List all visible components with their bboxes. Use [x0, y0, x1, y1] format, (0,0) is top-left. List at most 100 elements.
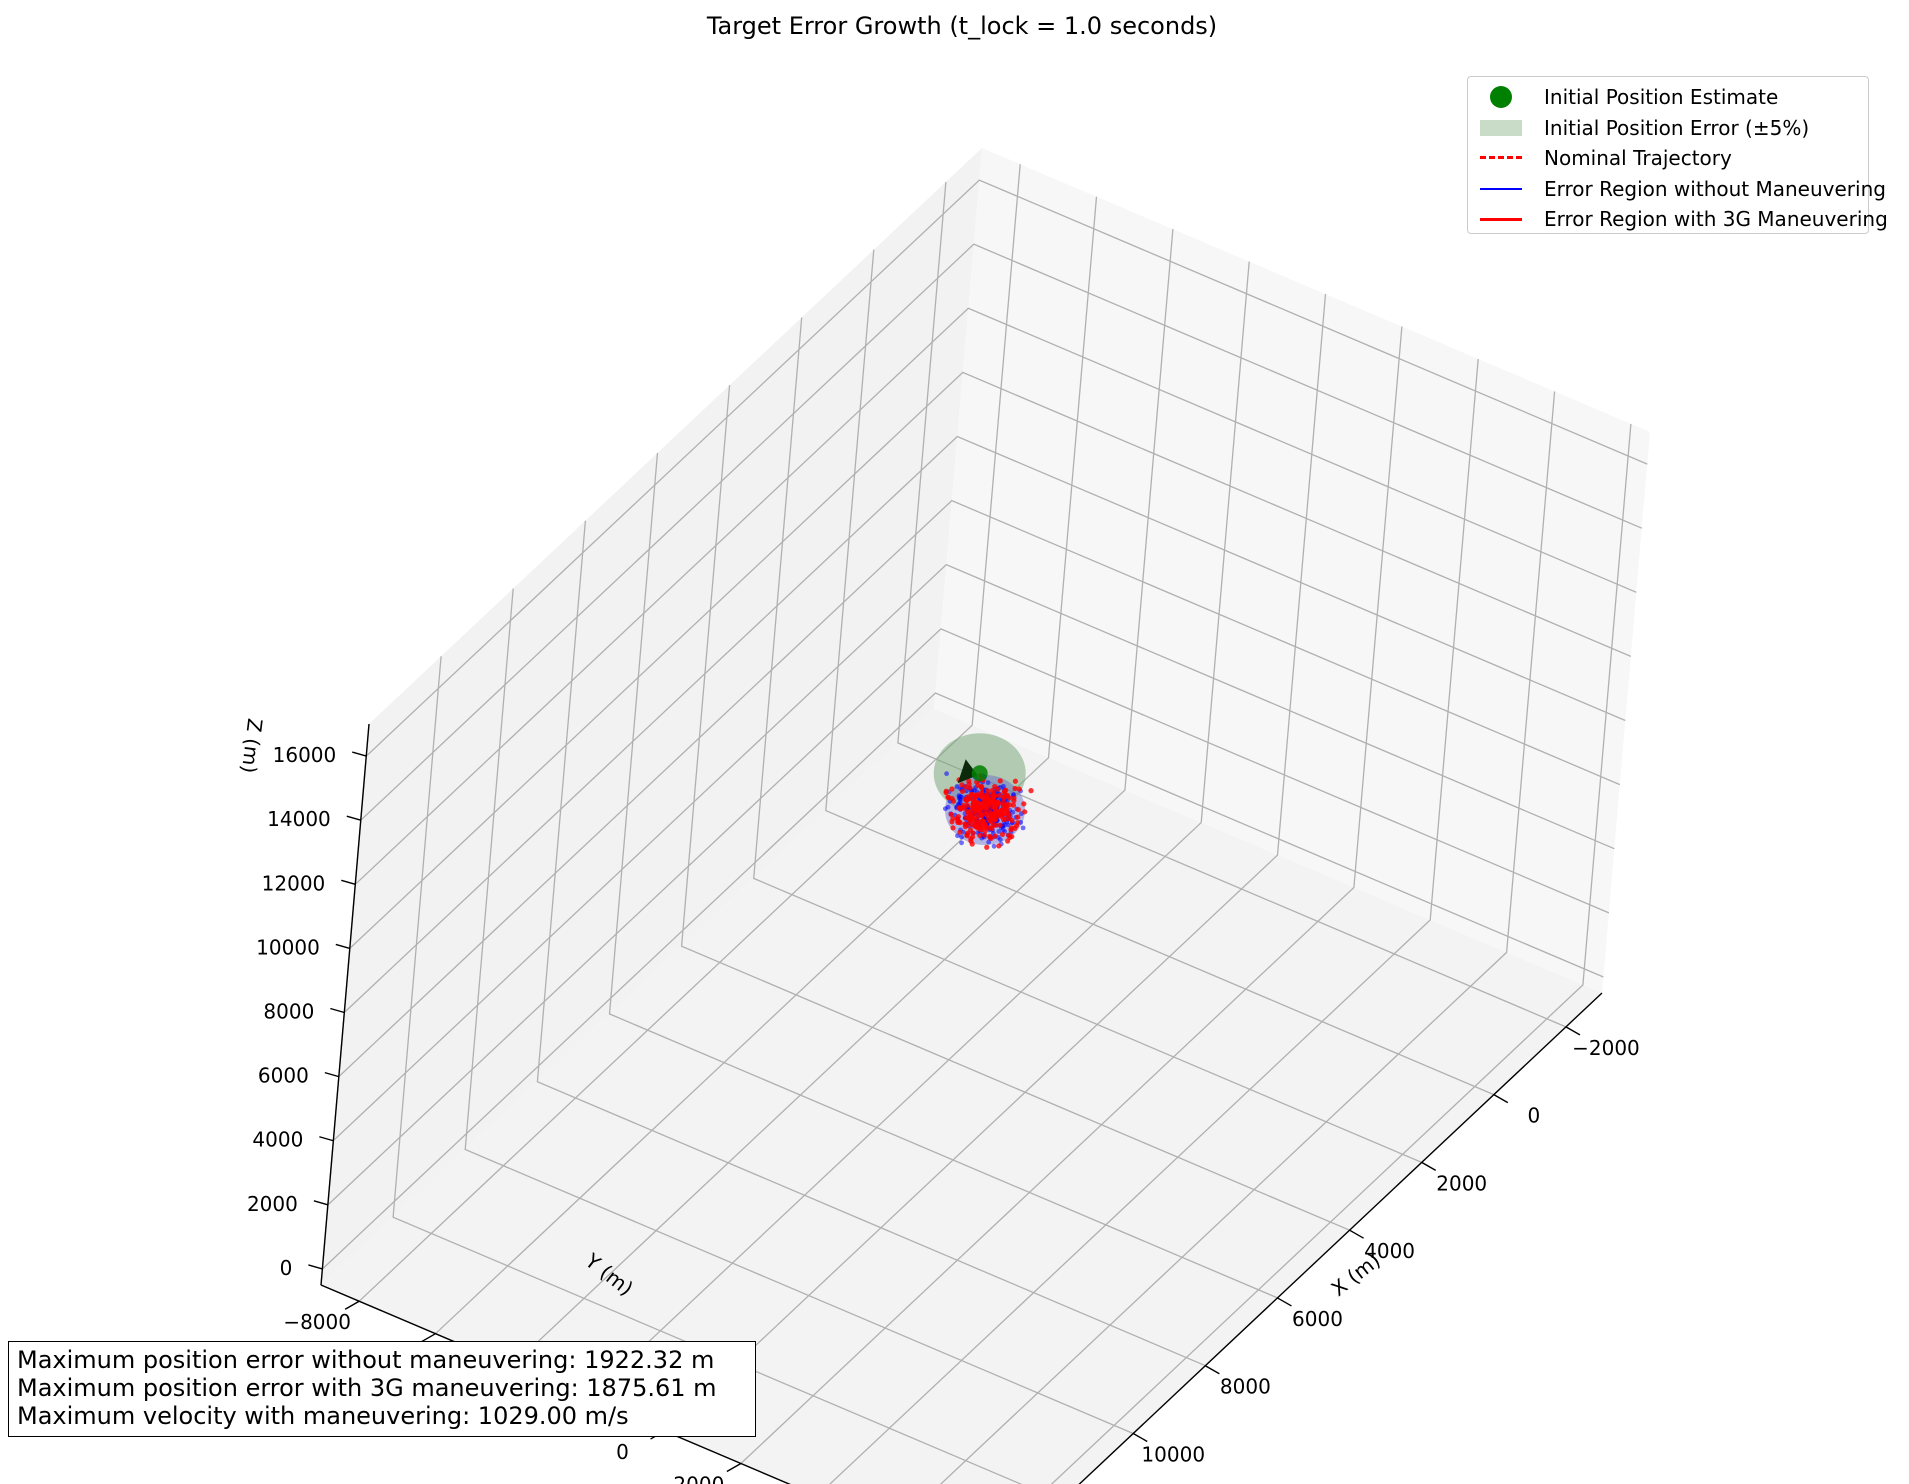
x-grid-line	[680, 385, 1350, 1231]
3g-maneuver-point	[949, 786, 955, 792]
x-tick	[1349, 1229, 1364, 1239]
legend-line	[1480, 187, 1522, 191]
legend-label: Initial Position Estimate	[1544, 85, 1779, 110]
legend-dot	[1490, 86, 1512, 109]
x-tick	[1565, 1026, 1581, 1036]
x-axis-label: X (m)	[1327, 1248, 1385, 1301]
z-grid-line	[327, 628, 1610, 1206]
3g-maneuver-point	[1021, 801, 1027, 807]
x-tick-label: 6000	[1292, 1307, 1343, 1331]
y-tick	[421, 1333, 436, 1343]
legend-swatch-line	[1478, 207, 1524, 231]
3g-maneuver-point	[957, 829, 963, 835]
3g-maneuver-point	[950, 825, 956, 831]
3g-maneuver-point	[1015, 814, 1021, 820]
3g-maneuver-point	[988, 799, 994, 806]
z-grid-line	[321, 692, 1604, 1270]
no-maneuver-point	[996, 829, 1002, 834]
chart-title: Target Error Growth (t_lock = 1.0 second…	[706, 12, 1217, 40]
3g-maneuver-point	[958, 806, 964, 812]
y-grid-line	[435, 196, 1098, 1335]
3g-maneuver-point	[982, 809, 988, 815]
stats-line-no-maneuver: Maximum position error without maneuveri…	[17, 1346, 715, 1374]
x-grid-line	[536, 520, 1206, 1367]
z-tick-label: 10000	[256, 935, 320, 959]
no-maneuver-point	[964, 788, 969, 794]
legend-item-initial-position: Initial Position Estimate	[1478, 82, 1858, 113]
z-tick	[352, 751, 367, 757]
3g-maneuver-point	[1028, 788, 1034, 794]
y-tick	[344, 1300, 360, 1310]
3g-maneuver-point	[997, 778, 1003, 784]
3g-maneuver-point	[974, 804, 980, 810]
x-grid-line	[825, 249, 1495, 1096]
no-maneuver-point	[986, 839, 992, 845]
legend-item-no-maneuver: Error Region without Maneuvering	[1478, 174, 1886, 205]
x-tick-label: 2000	[1436, 1171, 1487, 1195]
x-tick-label: 0	[1527, 1104, 1540, 1128]
3g-maneuver-point	[1004, 803, 1010, 809]
3g-maneuver-point	[976, 792, 983, 799]
3g-maneuver-point	[1001, 796, 1007, 802]
z-grid-line	[365, 179, 1648, 757]
x-grid-line	[464, 588, 1134, 1435]
3g-maneuver-point	[1012, 785, 1018, 792]
back-right-pane	[934, 148, 1650, 993]
3g-maneuver-point	[973, 824, 979, 830]
legend-swatch-dot	[1478, 85, 1524, 109]
3g-maneuver-point	[959, 782, 965, 788]
x-grid-line	[753, 317, 1422, 1163]
z-tick	[324, 1071, 340, 1078]
3g-maneuver-point	[1000, 816, 1007, 823]
back-left-pane	[321, 148, 982, 1285]
z-grid-line	[349, 371, 1632, 949]
legend-line	[1480, 218, 1522, 221]
no-maneuver-point	[944, 771, 949, 777]
3g-maneuver-point	[1008, 827, 1014, 833]
3g-maneuver-point	[999, 811, 1006, 818]
3g-maneuver-point	[1022, 809, 1028, 815]
3g-maneuver-point	[997, 822, 1003, 828]
3g-maneuver-point	[980, 792, 986, 799]
initial-position-marker	[971, 765, 988, 782]
3g-maneuver-point	[964, 822, 970, 828]
no-maneuver-point	[985, 780, 991, 786]
3g-maneuver-point	[978, 827, 984, 833]
no-maneuver-point	[955, 833, 960, 839]
z-tick-label: 4000	[252, 1128, 303, 1152]
3g-maneuver-point	[978, 804, 984, 811]
x-grid-line	[608, 452, 1278, 1299]
x-tick	[1421, 1161, 1437, 1172]
3g-maneuver-point	[1016, 786, 1022, 792]
x-axis-line	[1078, 992, 1603, 1484]
y-grid-line	[829, 358, 1479, 1484]
3g-maneuver-point	[943, 788, 949, 794]
z-tick-label: 8000	[263, 1000, 314, 1024]
3g-maneuver-point	[950, 798, 957, 804]
legend-swatch-patch	[1478, 116, 1524, 140]
y-grid-line	[740, 326, 1403, 1464]
z-grid-line	[343, 435, 1626, 1013]
z-tick	[335, 943, 350, 950]
z-tick	[308, 1264, 323, 1270]
y-grid-line	[939, 391, 1556, 1484]
x-tick	[1205, 1365, 1220, 1375]
z-grid-line	[354, 307, 1637, 885]
grid-lines	[320, 164, 1648, 1484]
y-tick-label: 2000	[673, 1473, 724, 1484]
stats-box: Maximum position error without maneuveri…	[8, 1341, 756, 1437]
3g-maneuver-point	[989, 819, 995, 825]
3g-maneuver-point	[948, 811, 954, 817]
legend-label: Error Region with 3G Maneuvering	[1544, 207, 1888, 232]
3g-maneuver-point	[1005, 838, 1011, 844]
no-maneuver-point	[957, 800, 963, 805]
z-grid-line	[338, 499, 1621, 1078]
no-maneuver-point	[959, 834, 964, 840]
3g-maneuver-point	[1015, 807, 1021, 813]
no-maneuver-point	[945, 804, 951, 810]
3g-maneuver-point	[1006, 832, 1012, 838]
z-tick	[346, 815, 361, 821]
3g-maneuver-point	[996, 843, 1002, 849]
x-grid-line	[392, 656, 1023, 1484]
